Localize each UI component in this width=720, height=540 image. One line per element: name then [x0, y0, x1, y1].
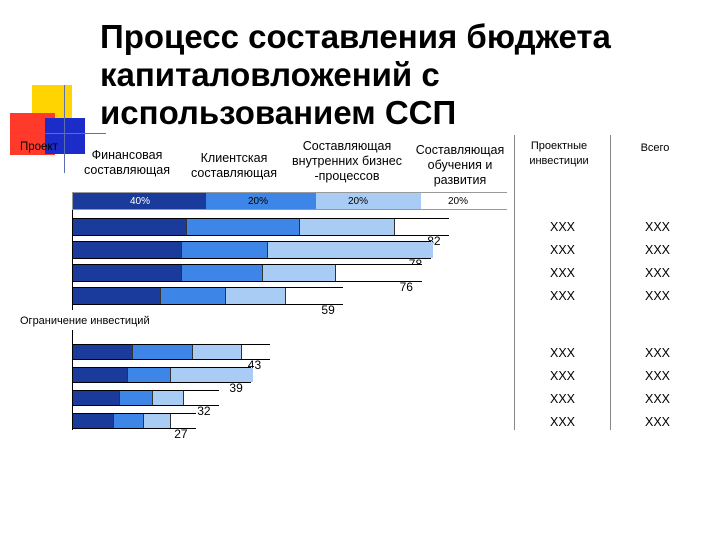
- project-total-1: XXX: [645, 220, 671, 234]
- header-total: Всего: [640, 142, 670, 154]
- rejected-project-bar-1-segment-1: [73, 345, 133, 359]
- rejected-project-bar-3-segment-4: [183, 391, 222, 405]
- table-left-border-top: [72, 210, 73, 310]
- project-bar-2: [72, 241, 433, 259]
- project-investments-4: XXX: [550, 289, 576, 303]
- project-investments-3: XXX: [550, 266, 576, 280]
- rejected-project-bar-4-segment-2: [112, 414, 144, 428]
- page-title: Процесс составления бюджета капиталовлож…: [100, 18, 611, 131]
- rejected-project-value-3: 32: [197, 404, 211, 418]
- project-bar-3-segment-2: [181, 265, 263, 281]
- project-total-3: XXX: [645, 266, 671, 280]
- rejected-project-bar-1-segment-4: [241, 345, 272, 359]
- project-bar-1-segment-4: [393, 219, 452, 235]
- header-financial: Финансовая составляющая: [84, 148, 170, 177]
- project-bar-4-segment-1: [73, 288, 160, 304]
- project-value-3: 76: [399, 280, 413, 294]
- project-bar-3-segment-3: [261, 265, 337, 281]
- project-bar-3-segment-1: [73, 265, 182, 281]
- weight-label-learning: 20%: [447, 196, 468, 207]
- weight-segment-internal: [316, 193, 421, 209]
- rejected-project-bar-2-segment-1: [73, 368, 127, 382]
- project-total-4: XXX: [645, 289, 671, 303]
- rejected-project-investments-3: XXX: [550, 392, 576, 406]
- weight-segment-client: [206, 193, 316, 209]
- weight-label-internal: 20%: [347, 196, 368, 207]
- project-bar-2-segment-2: [180, 242, 268, 258]
- project-investments-1: XXX: [550, 220, 576, 234]
- project-investments-2: XXX: [550, 243, 576, 257]
- rejected-project-value-4: 27: [174, 427, 188, 441]
- rejected-project-bar-4: [72, 413, 199, 429]
- rejected-project-bar-3-segment-1: [73, 391, 119, 405]
- table-separator-investments: [514, 135, 515, 430]
- project-total-2: XXX: [645, 243, 671, 257]
- rejected-project-bar-2: [72, 367, 254, 383]
- rejected-project-bar-2-segment-2: [126, 368, 171, 382]
- project-bar-4-segment-3: [224, 288, 286, 304]
- project-bar-1: [72, 218, 452, 236]
- rejected-project-bar-1-segment-3: [191, 345, 243, 359]
- weight-label-financial: 40%: [129, 196, 150, 207]
- table-separator-total: [610, 135, 611, 430]
- rejected-project-value-2: 39: [229, 381, 243, 395]
- constraint-label: Ограничение инвестиций: [20, 315, 150, 327]
- rejected-project-bar-3: [72, 390, 222, 406]
- rejected-project-bar-2-segment-3: [169, 368, 254, 382]
- rejected-project-investments-2: XXX: [550, 369, 576, 383]
- weight-label-client: 20%: [247, 196, 268, 207]
- deco-horizontal-line: [10, 133, 106, 134]
- project-bar-3-segment-4: [335, 265, 424, 281]
- header-internal: Составляющая внутренних бизнес -процессо…: [292, 139, 402, 183]
- rejected-project-bar-4-segment-1: [73, 414, 113, 428]
- rejected-project-bar-3-segment-2: [118, 391, 154, 405]
- deco-vertical-line: [64, 85, 65, 173]
- rejected-project-bar-4-segment-4: [169, 414, 199, 428]
- rejected-project-bar-3-segment-3: [152, 391, 185, 405]
- rejected-project-total-2: XXX: [645, 369, 671, 383]
- rejected-project-total-4: XXX: [645, 415, 671, 429]
- rejected-project-bar-1: [72, 344, 272, 360]
- header-client: Клиентская составляющая: [191, 151, 277, 180]
- project-bar-2-segment-1: [73, 242, 181, 258]
- weight-segment-learning: [421, 193, 508, 209]
- project-bar-1-segment-2: [186, 219, 301, 235]
- project-bar-4-segment-4: [284, 288, 346, 304]
- project-bar-4: [72, 287, 346, 305]
- project-bar-1-segment-3: [299, 219, 395, 235]
- header-investments: Проектные инвестиции: [529, 140, 589, 167]
- weight-segment-financial: [73, 193, 206, 209]
- rejected-project-total-1: XXX: [645, 346, 671, 360]
- header-learning: Составляющая обучения и развития: [415, 143, 505, 187]
- project-bar-1-segment-1: [73, 219, 187, 235]
- project-label: Проект: [20, 141, 58, 153]
- rejected-project-total-3: XXX: [645, 392, 671, 406]
- rejected-project-investments-4: XXX: [550, 415, 576, 429]
- deco-blue-square: [45, 118, 85, 154]
- rejected-project-bar-1-segment-2: [132, 345, 193, 359]
- rejected-project-bar-4-segment-3: [142, 414, 171, 428]
- weights-bar: [72, 192, 508, 210]
- project-value-4: 59: [321, 303, 335, 317]
- rejected-project-investments-1: XXX: [550, 346, 576, 360]
- project-bar-4-segment-2: [159, 288, 226, 304]
- project-bar-2-segment-3: [266, 242, 433, 258]
- project-bar-3: [72, 264, 424, 282]
